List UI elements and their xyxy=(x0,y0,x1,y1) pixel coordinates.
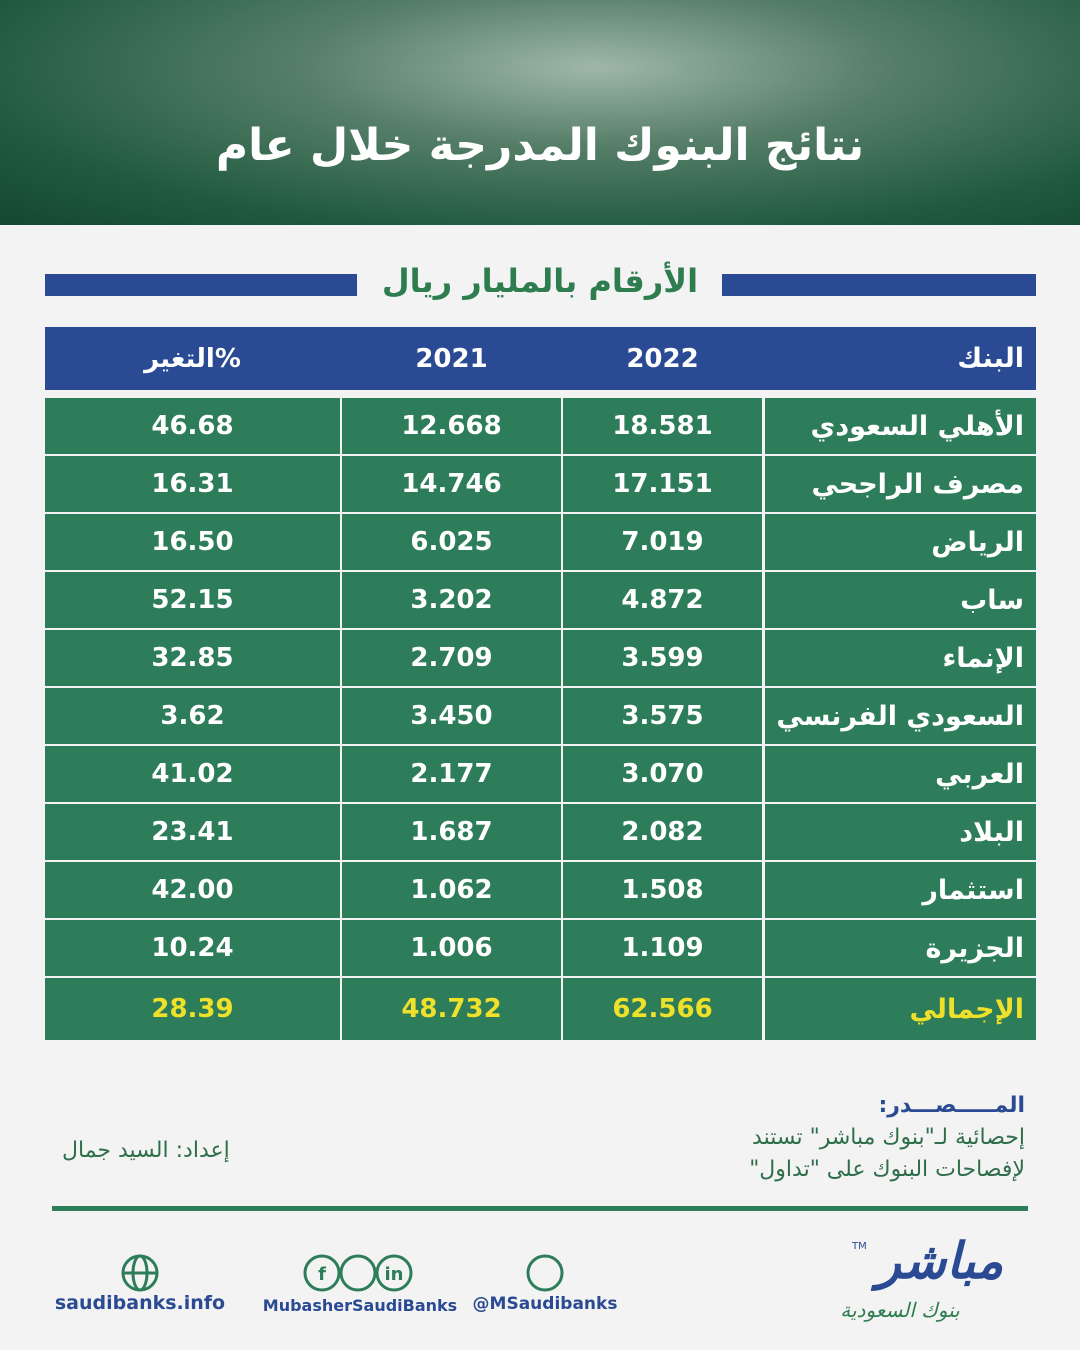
table-cell: 1.006 xyxy=(342,920,561,976)
bank-name: البلاد xyxy=(765,804,1036,860)
table-cell: 46.68 xyxy=(45,398,340,454)
bank-name: استثمار xyxy=(765,862,1036,918)
table-cell: 18.581 xyxy=(563,398,762,454)
svg-text:in: in xyxy=(385,1264,404,1285)
bank-name: الإنماء xyxy=(765,630,1036,686)
total-cell: 62.566 xyxy=(563,978,762,1040)
table-cell: 1.062 xyxy=(342,862,561,918)
table-cell: 32.85 xyxy=(45,630,340,686)
column-header: 2022 xyxy=(563,327,762,390)
total-cell: 28.39 xyxy=(45,978,340,1040)
table-cell: 52.15 xyxy=(45,572,340,628)
website: saudibanks.info xyxy=(54,1292,226,1314)
table-cell: 6.025 xyxy=(342,514,561,570)
table-cell: 3.62 xyxy=(45,688,340,744)
total-cell: 48.732 xyxy=(342,978,561,1040)
bank-name: السعودي الفرنسي xyxy=(765,688,1036,744)
prepared-by: إعداد: السيد جمال xyxy=(62,1138,230,1163)
table-cell: 3.599 xyxy=(563,630,762,686)
logo-mark: TM xyxy=(852,1241,867,1252)
table-cell: 23.41 xyxy=(45,804,340,860)
bank-name: الجزيرة xyxy=(765,920,1036,976)
table-cell: 14.746 xyxy=(342,456,561,512)
table-cell: 3.575 xyxy=(563,688,762,744)
subtitle: الأرقام بالمليار ريال xyxy=(381,262,699,300)
table-cell: 16.31 xyxy=(45,456,340,512)
column-header: 2021 xyxy=(342,327,561,390)
subtitle-bar xyxy=(722,274,1036,296)
social-handle: MubasherSaudiBanks xyxy=(262,1296,458,1315)
bank-name: مصرف الراجحي xyxy=(765,456,1036,512)
table-cell: 10.24 xyxy=(45,920,340,976)
logo-tagline: بنوك السعودية xyxy=(840,1298,960,1322)
table-cell: 41.02 xyxy=(45,746,340,802)
table-cell: 1.109 xyxy=(563,920,762,976)
logo: مباشر xyxy=(876,1232,1004,1290)
table-cell: 7.019 xyxy=(563,514,762,570)
table-cell: 16.50 xyxy=(45,514,340,570)
column-header: البنك xyxy=(765,327,1036,390)
table-cell: 1.508 xyxy=(563,862,762,918)
table-cell: 2.709 xyxy=(342,630,561,686)
table-cell: 3.202 xyxy=(342,572,561,628)
column-header: التغير% xyxy=(45,327,340,390)
source-label: المـــــصـــدر: xyxy=(878,1093,1025,1118)
table-cell: 4.872 xyxy=(563,572,762,628)
table-cell: 17.151 xyxy=(563,456,762,512)
title: نتائج البنوك المدرجة خلال عام xyxy=(215,120,865,171)
twitter-handle: @MSaudibanks xyxy=(472,1294,618,1314)
source: المـــــصـــدر: إحصائية لـ"بنوك مباشر" ت… xyxy=(749,1090,1025,1186)
table-cell: 3.070 xyxy=(563,746,762,802)
bank-name: العربي xyxy=(765,746,1036,802)
header-image xyxy=(0,0,1080,225)
table-cell: 2.082 xyxy=(563,804,762,860)
source-line: لإفصاحات البنوك على "تداول" xyxy=(749,1157,1025,1182)
bank-name: ساب xyxy=(765,572,1036,628)
total-label: الإجمالي xyxy=(765,978,1036,1040)
table-cell: 2.177 xyxy=(342,746,561,802)
bank-name: الرياض xyxy=(765,514,1036,570)
table-cell: 3.450 xyxy=(342,688,561,744)
table-cell: 42.00 xyxy=(45,862,340,918)
subtitle-bar xyxy=(45,274,357,296)
source-line: إحصائية لـ"بنوك مباشر" تستند xyxy=(752,1125,1025,1150)
footer-icons: f in xyxy=(121,1254,564,1292)
table-cell: 12.668 xyxy=(342,398,561,454)
table-cell: 1.687 xyxy=(342,804,561,860)
divider xyxy=(52,1206,1028,1211)
bank-name: الأهلي السعودي xyxy=(765,398,1036,454)
svg-text:f: f xyxy=(318,1264,326,1285)
